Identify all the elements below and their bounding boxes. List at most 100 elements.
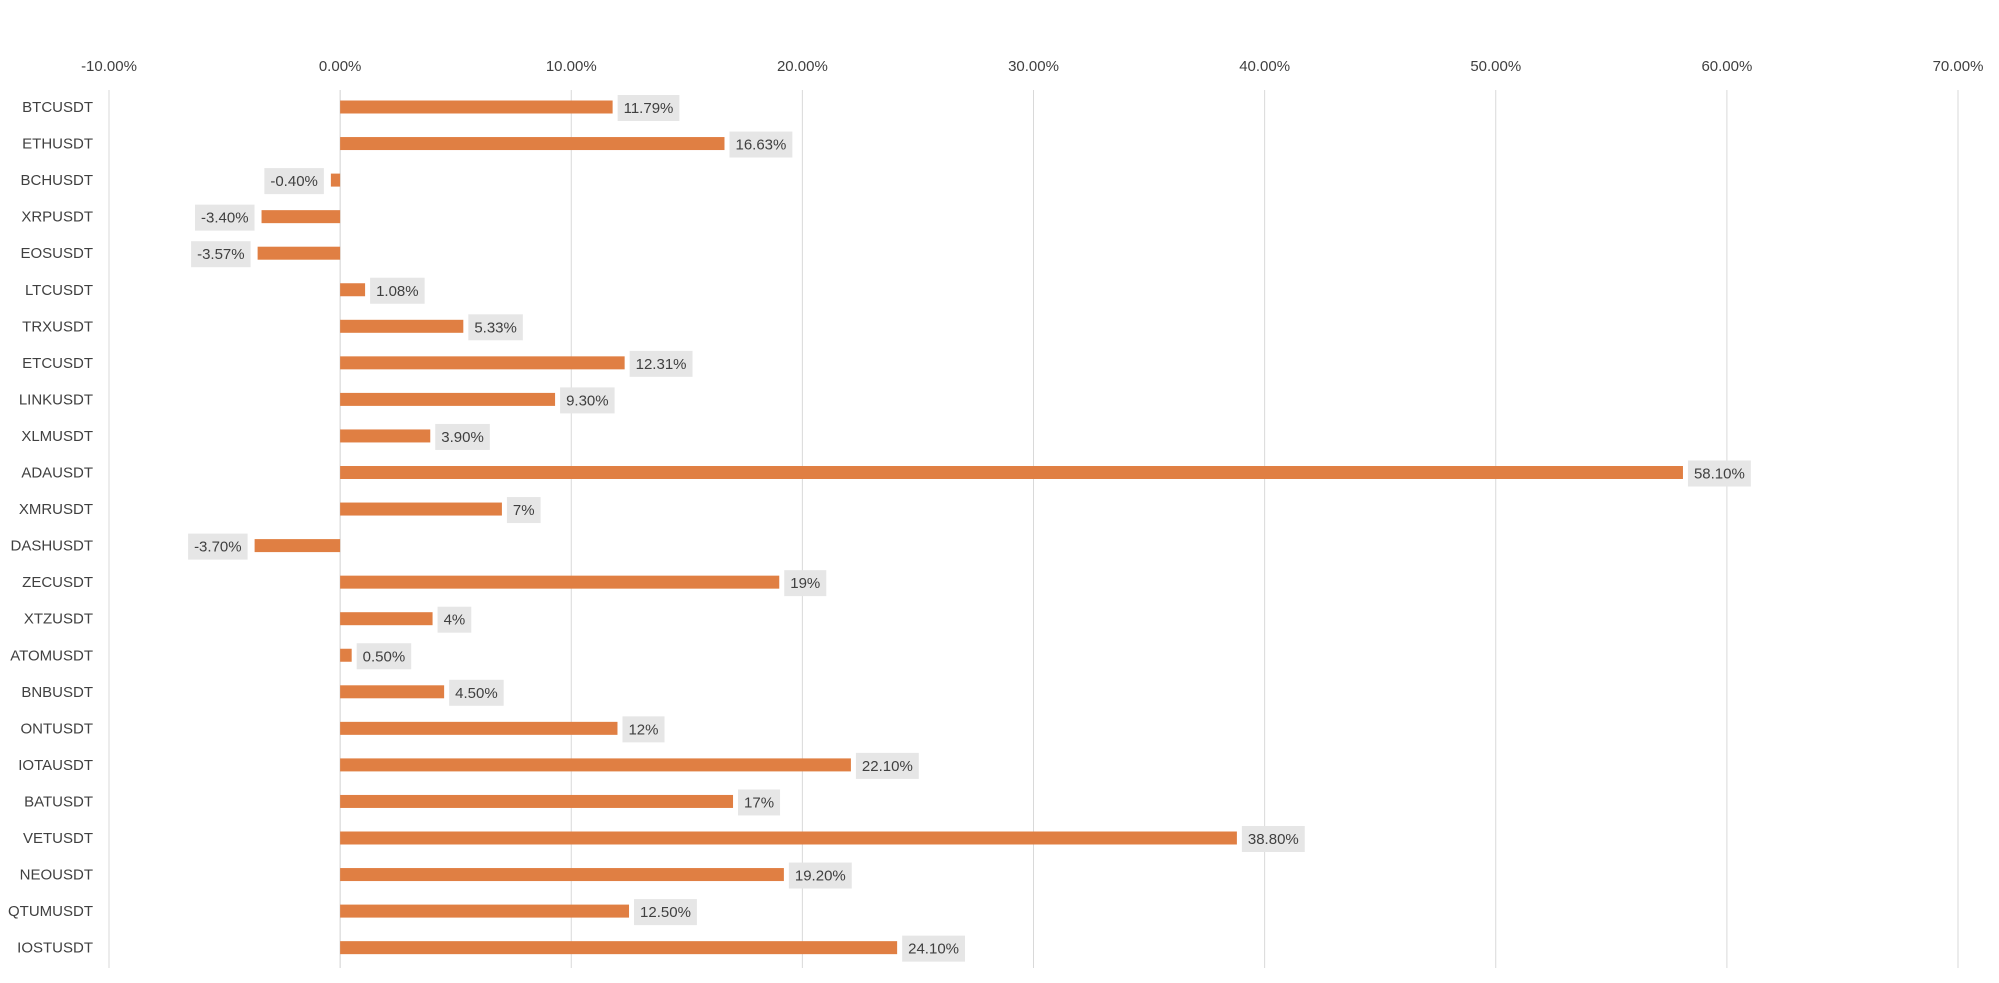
data-label-background bbox=[788, 862, 852, 889]
x-tick-label: 20.00% bbox=[777, 58, 828, 75]
data-label-text: 12.31% bbox=[636, 356, 687, 373]
category-label: ONTUSDT bbox=[21, 720, 94, 737]
data-label-background bbox=[468, 314, 523, 341]
data-label: 38.80% bbox=[1241, 826, 1305, 852]
data-label: 5.33% bbox=[468, 314, 523, 341]
bar bbox=[340, 831, 1237, 845]
category-label: IOTAUSDT bbox=[18, 757, 93, 774]
category-label: BCHUSDT bbox=[20, 172, 93, 189]
data-label: 3.90% bbox=[435, 423, 490, 450]
category-label: TRXUSDT bbox=[22, 318, 93, 335]
data-label-text: 7% bbox=[513, 502, 535, 519]
data-labels: 11.79% 16.63% -0.40% -3.40% -3.57% 1.08% 5.33%… bbox=[188, 95, 1751, 962]
data-label: 19.20% bbox=[788, 862, 852, 889]
data-label: 4% bbox=[437, 606, 472, 633]
bar bbox=[340, 941, 898, 955]
bar bbox=[254, 539, 341, 553]
data-label: 12.31% bbox=[629, 350, 693, 377]
category-label: XLMUSDT bbox=[21, 428, 93, 445]
data-label-text: 38.80% bbox=[1248, 831, 1299, 848]
data-label-background bbox=[560, 387, 615, 414]
x-tick-label: 50.00% bbox=[1470, 58, 1521, 75]
data-label: -3.70% bbox=[188, 533, 248, 560]
x-tick-label: 30.00% bbox=[1008, 58, 1059, 75]
bar bbox=[340, 612, 433, 626]
data-label: 9.30% bbox=[560, 387, 615, 414]
data-label: 1.08% bbox=[370, 277, 425, 304]
category-label: ATOMUSDT bbox=[10, 647, 93, 664]
data-label: 12.50% bbox=[634, 899, 697, 926]
x-tick-label: 10.00% bbox=[546, 58, 597, 75]
bar bbox=[340, 429, 431, 443]
data-label-background bbox=[729, 131, 793, 158]
data-label-background bbox=[784, 570, 827, 597]
category-label: LINKUSDT bbox=[19, 391, 93, 408]
data-label-text: 17% bbox=[744, 794, 774, 811]
data-label-background bbox=[902, 935, 966, 962]
data-label-background bbox=[634, 899, 697, 926]
category-label: LTCUSDT bbox=[25, 282, 93, 299]
data-label-text: 24.10% bbox=[908, 941, 959, 958]
data-label-text: 58.10% bbox=[1694, 466, 1745, 483]
x-axis-ticks: -10.00% 0.00% 10.00% 20.00% 30.00% 40.00% 50.0… bbox=[81, 58, 1983, 75]
data-label-text: -0.40% bbox=[270, 173, 318, 190]
data-label: 11.79% bbox=[617, 95, 680, 121]
data-label: 17% bbox=[738, 789, 781, 816]
data-label-background bbox=[195, 204, 255, 231]
data-label-text: 3.90% bbox=[441, 429, 484, 446]
data-label-text: 16.63% bbox=[735, 137, 786, 154]
category-label: EOSUSDT bbox=[20, 245, 93, 262]
data-label-background bbox=[188, 533, 248, 560]
bar bbox=[340, 685, 445, 699]
category-label: XRPUSDT bbox=[21, 209, 93, 226]
data-label-background bbox=[506, 497, 541, 524]
bar bbox=[340, 904, 630, 918]
bar bbox=[340, 721, 618, 735]
category-label: BATUSDT bbox=[24, 793, 93, 810]
data-label-text: 1.08% bbox=[376, 283, 419, 300]
data-label-text: 4.50% bbox=[455, 685, 498, 702]
category-labels: BTCUSDT ETHUSDT BCHUSDT XRPUSDT EOSUSDT LTCUS… bbox=[8, 99, 93, 957]
data-label: -0.40% bbox=[264, 168, 324, 195]
category-label: NEOUSDT bbox=[20, 867, 93, 884]
bar bbox=[340, 100, 613, 114]
data-label: -3.57% bbox=[191, 241, 251, 268]
data-label: 0.50% bbox=[356, 643, 412, 670]
data-label-background bbox=[855, 752, 919, 779]
data-label: 24.10% bbox=[902, 935, 966, 962]
data-label-background bbox=[617, 95, 680, 121]
data-label-background bbox=[437, 606, 472, 633]
data-label-text: -3.40% bbox=[201, 210, 249, 227]
gridlines bbox=[108, 90, 1959, 968]
data-label-text: 9.30% bbox=[566, 392, 609, 409]
data-label-background bbox=[449, 679, 504, 706]
category-label: ETHUSDT bbox=[22, 136, 93, 153]
category-label: ZECUSDT bbox=[22, 574, 93, 591]
data-label-background bbox=[264, 168, 324, 195]
category-label: XTZUSDT bbox=[24, 611, 93, 628]
bar bbox=[340, 868, 784, 882]
category-label: ADAUSDT bbox=[21, 465, 93, 482]
data-label-background bbox=[435, 423, 490, 450]
bar bbox=[340, 392, 556, 406]
bar bbox=[340, 758, 851, 772]
data-label-text: 11.79% bbox=[624, 100, 674, 117]
data-label: -3.40% bbox=[195, 204, 255, 231]
x-tick-label: -10.00% bbox=[81, 58, 137, 75]
data-label-text: -3.57% bbox=[197, 246, 245, 263]
data-label-background bbox=[1241, 826, 1305, 852]
x-tick-label: 70.00% bbox=[1933, 58, 1984, 75]
bar bbox=[340, 794, 734, 808]
bar bbox=[340, 466, 1683, 479]
data-label-background bbox=[370, 277, 425, 304]
x-tick-label: 60.00% bbox=[1701, 58, 1752, 75]
bar bbox=[340, 502, 502, 516]
bar bbox=[340, 356, 625, 370]
bar bbox=[330, 173, 341, 187]
data-label: 22.10% bbox=[855, 752, 919, 779]
bar bbox=[340, 137, 725, 151]
data-label-background bbox=[1687, 460, 1751, 487]
category-label: ETCUSDT bbox=[22, 355, 93, 372]
data-label-text: 19.20% bbox=[795, 868, 846, 885]
